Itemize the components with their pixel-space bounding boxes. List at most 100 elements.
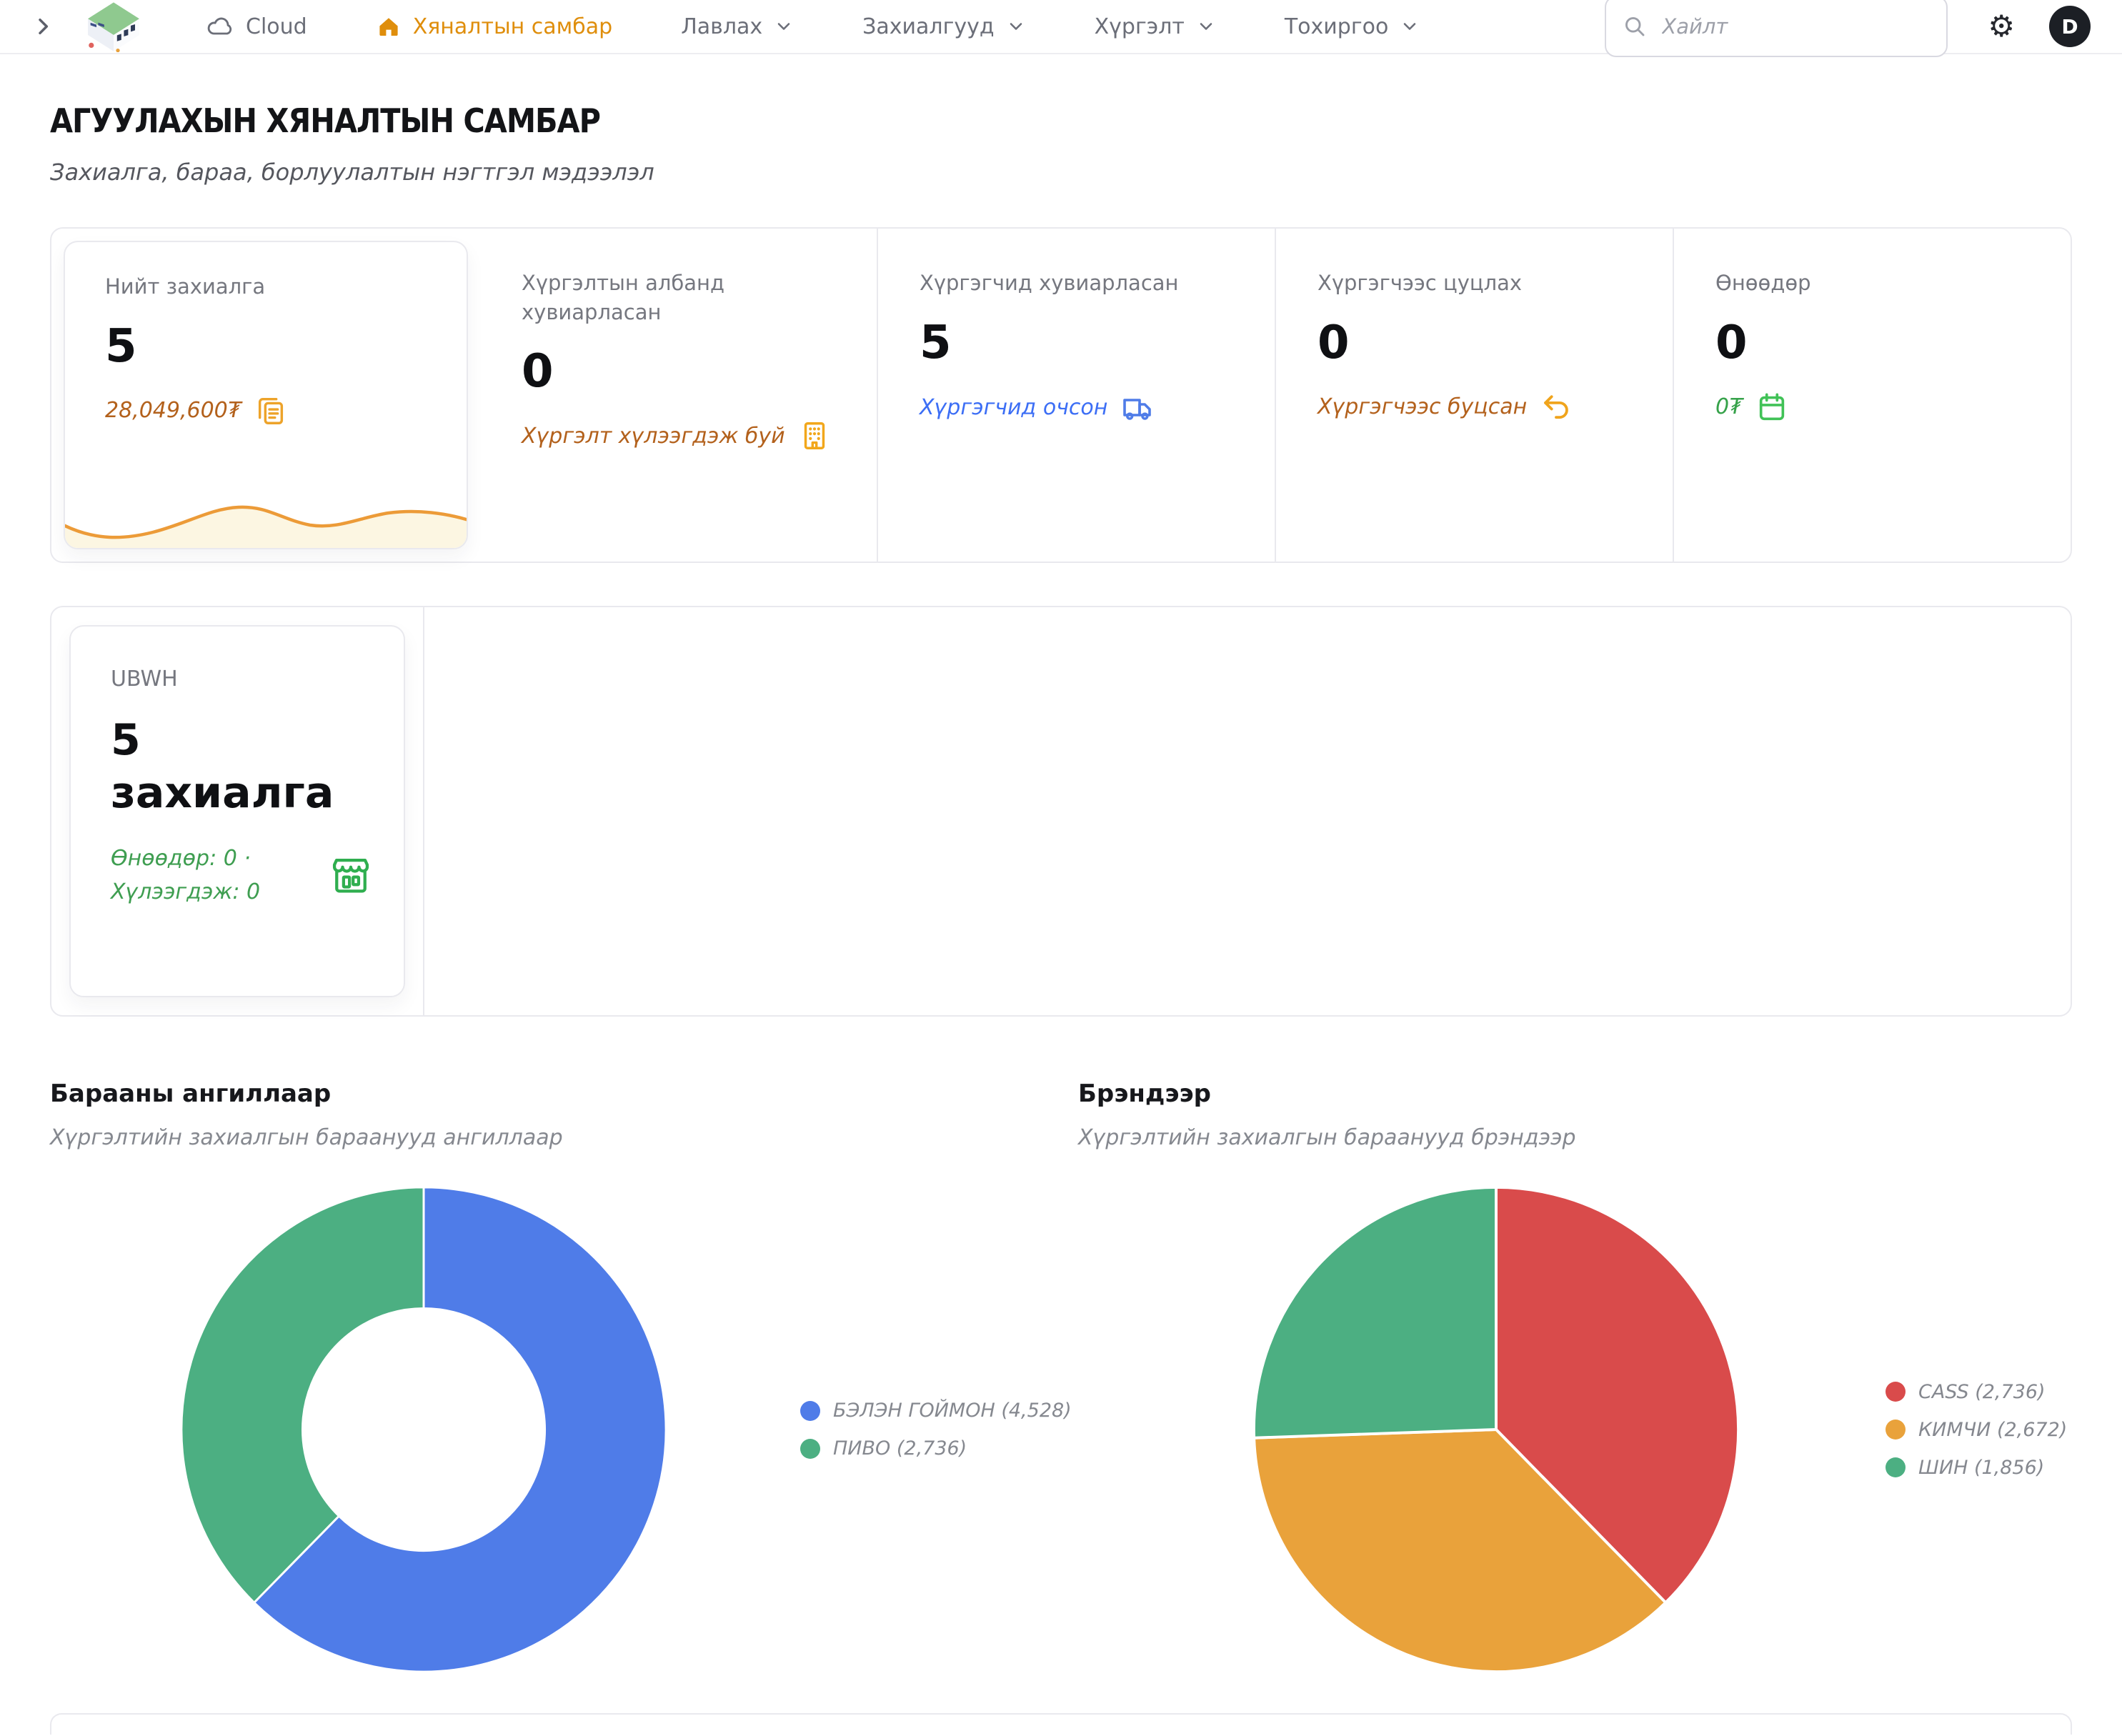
legend-dot xyxy=(800,1438,820,1459)
warehouse-card-wrap: UBWH 5 захиалга Өнөөдөр: 0 · Хүлээгдэж: … xyxy=(51,607,424,1015)
warehouse-card-ubwh[interactable]: UBWH 5 захиалга Өнөөдөр: 0 · Хүлээгдэж: … xyxy=(69,625,405,997)
warehouse-pending-line: Хүлээгдэж: 0 xyxy=(111,879,261,904)
stat-sub-link-courier-departed[interactable]: Хүргэгчид очсон xyxy=(920,391,1275,425)
legend-dot xyxy=(1886,1457,1906,1477)
chevron-down-icon xyxy=(1196,16,1216,36)
chart-title: Брэндээр xyxy=(1078,1079,1212,1108)
stat-sub-link-returned-from-courier[interactable]: Хүргэгчээс буцсан xyxy=(1317,391,1673,424)
nav-item-label: Хяналтын самбар xyxy=(412,14,613,39)
stat-value: 5 xyxy=(105,319,137,373)
legend-item[interactable]: ПИВО (2,736) xyxy=(800,1437,1072,1460)
nav-item-lavlah[interactable]: Лавлах xyxy=(681,14,794,39)
chart-slice-БЭЛЭН ГОЙМОН[interactable] xyxy=(253,1186,667,1673)
chart-legend: БЭЛЭН ГОЙМОН (4,528) ПИВО (2,736) xyxy=(800,1400,1072,1460)
legend-item[interactable]: КИМЧИ (2,672) xyxy=(1886,1419,2067,1441)
warehouse-logo[interactable] xyxy=(84,1,143,52)
legend-label: CASS (2,736) xyxy=(1918,1380,2046,1403)
user-avatar[interactable]: D xyxy=(2049,6,2091,47)
store-icon xyxy=(328,853,374,899)
chevron-down-icon xyxy=(1006,16,1026,36)
chart-slice-CASS[interactable] xyxy=(1495,1185,1740,1605)
stat-label: Хүргэгчээс цуцлах xyxy=(1317,271,1523,295)
cloud-label: Cloud xyxy=(246,14,307,39)
stat-value: 0 xyxy=(1317,316,1350,369)
legend-dot xyxy=(1886,1382,1906,1402)
nav-item-label: Хүргэлт xyxy=(1094,14,1185,39)
page-title: АГУУЛАХЫН ХЯНАЛТЫН САМБАР xyxy=(50,101,601,140)
legend-item[interactable]: CASS (2,736) xyxy=(1886,1381,2067,1403)
legend-label: ПИВО (2,736) xyxy=(833,1437,967,1460)
warehouse-building-icon xyxy=(84,1,143,52)
stat-card-assigned-to-courier: Хүргэгчид хувиарласан 5 Хүргэгчид очсон xyxy=(877,229,1275,562)
nav-item-label: Захиалгууд xyxy=(862,14,995,39)
donut-chart-by-category xyxy=(180,1186,667,1673)
sidebar-expand-button[interactable] xyxy=(31,15,54,38)
legend-item[interactable]: БЭЛЭН ГОЙМОН (4,528) xyxy=(800,1400,1072,1422)
nav-item-label: Лавлах xyxy=(681,14,763,39)
charts-section: Барааны ангиллаар Хүргэлтийн захиалгын б… xyxy=(0,1079,2122,1676)
legend-dot xyxy=(1886,1420,1906,1440)
cloud-menu[interactable]: Cloud xyxy=(206,12,307,41)
clipboard-icon xyxy=(254,394,287,427)
sparkline-wave xyxy=(65,505,467,548)
chevron-right-icon xyxy=(31,15,54,38)
chevron-down-icon xyxy=(774,16,794,36)
stat-label: Нийт захиалга xyxy=(105,274,266,299)
stat-value: 0 xyxy=(522,345,554,399)
chart-slice-ПИВО[interactable] xyxy=(180,1186,425,1604)
stat-sub-text: Хүргэгчээс буцсан xyxy=(1317,394,1528,420)
nav-item-dashboard[interactable]: Хяналтын самбар xyxy=(376,14,613,39)
main-nav: Хяналтын самбар Лавлах Захиалгууд Хүргэл… xyxy=(376,14,1489,39)
stat-card-total-orders[interactable]: Нийт захиалга 5 28,049,600₮ xyxy=(64,241,468,549)
stat-label: Хүргэгчид хувиарласан xyxy=(920,271,1179,295)
search-box xyxy=(1605,0,1948,57)
warehouse-code: UBWH xyxy=(111,667,178,692)
legend-label: КИМЧИ (2,672) xyxy=(1918,1418,2068,1441)
undo-arrow-icon xyxy=(1540,391,1573,424)
stat-card-cancel-from-courier: Хүргэгчээс цуцлах 0 Хүргэгчээс буцсан xyxy=(1275,229,1673,562)
chevron-down-icon xyxy=(1400,16,1420,36)
chart-subtitle: Хүргэлтийн захиалгын бараанууд брэндээр xyxy=(1078,1125,1576,1150)
search-input[interactable] xyxy=(1605,0,1948,57)
chart-slice-ШИН[interactable] xyxy=(1252,1185,1498,1440)
next-section-card xyxy=(50,1713,2072,1735)
building-icon xyxy=(798,419,831,452)
stat-value: 5 xyxy=(920,316,952,369)
stat-card-total-orders-wrap: Нийт захиалга 5 28,049,600₮ xyxy=(51,229,480,562)
warehouse-today-line: Өнөөдөр: 0 · xyxy=(111,846,251,871)
calendar-icon xyxy=(1755,391,1788,424)
page-subtitle: Захиалга, бараа, борлуулалтын нэгтгэл мэ… xyxy=(50,159,654,186)
stat-label: Өнөөдөр xyxy=(1715,271,1811,295)
nav-item-label: Тохиргоо xyxy=(1284,14,1389,39)
chart-legend: CASS (2,736) КИМЧИ (2,672) ШИН (1,856) xyxy=(1886,1381,2067,1479)
legend-item[interactable]: ШИН (1,856) xyxy=(1886,1457,2067,1479)
stats-panel: Нийт захиалга 5 28,049,600₮ Хүргэлтын ал… xyxy=(50,227,2072,563)
warehouse-order-unit: захиалга xyxy=(111,768,334,818)
chart-slice-КИМЧИ[interactable] xyxy=(1252,1428,1668,1673)
stat-sub-link-total-amount[interactable]: 28,049,600₮ xyxy=(105,394,467,427)
truck-icon xyxy=(1120,391,1155,425)
legend-label: ШИН (1,856) xyxy=(1918,1456,2045,1479)
stat-sub-text: 28,049,600₮ xyxy=(105,398,241,424)
stat-sub-text: Хүргэлт хүлээгдэж буй xyxy=(522,423,785,449)
nav-item-zahialguud[interactable]: Захиалгууд xyxy=(862,14,1025,39)
home-icon xyxy=(376,14,402,39)
stat-value: 0 xyxy=(1715,316,1748,369)
chart-by-category: Барааны ангиллаар Хүргэлтийн захиалгын б… xyxy=(0,1079,1072,1676)
top-navbar: Cloud Хяналтын самбар Лавлах Захиалгууд … xyxy=(0,0,2122,57)
stat-card-today: Өнөөдөр 0 0₮ xyxy=(1673,229,2071,562)
legend-label: БЭЛЭН ГОЙМОН (4,528) xyxy=(833,1400,1072,1422)
stat-sub-text: 0₮ xyxy=(1715,394,1743,420)
chart-title: Барааны ангиллаар xyxy=(50,1079,332,1108)
cloud-icon xyxy=(206,12,234,41)
chart-by-brand: Брэндээр Хүргэлтийн захиалгын бараанууд … xyxy=(1061,1079,2122,1676)
warehouse-panel-empty-area xyxy=(424,607,2071,1015)
settings-gear-icon[interactable]: ⚙ xyxy=(1988,9,2015,44)
nav-item-hurgelt[interactable]: Хүргэлт xyxy=(1095,14,1216,39)
warehouse-panel: UBWH 5 захиалга Өнөөдөр: 0 · Хүлээгдэж: … xyxy=(50,606,2072,1017)
nav-item-tohirgoo[interactable]: Тохиргоо xyxy=(1285,14,1420,39)
stat-sub-today-amount[interactable]: 0₮ xyxy=(1715,391,2071,424)
stat-sub-link-pending-delivery[interactable]: Хүргэлт хүлээгдэж буй xyxy=(522,419,877,452)
stat-label: Хүргэлтын албанд хувиарласан xyxy=(522,271,725,324)
legend-dot xyxy=(800,1400,820,1421)
